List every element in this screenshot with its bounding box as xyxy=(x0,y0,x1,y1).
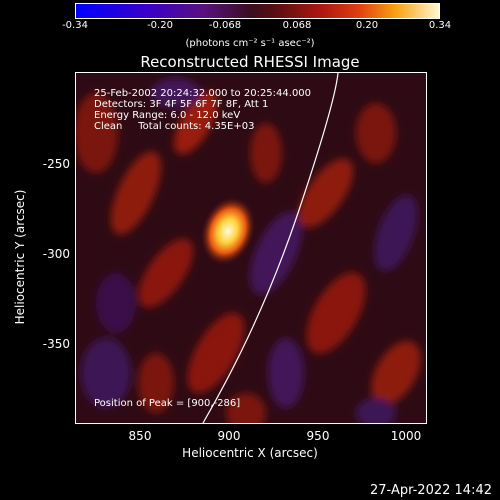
colorbar-tick: -0.068 xyxy=(208,20,242,31)
flare-source xyxy=(200,196,256,266)
colorbar-unit: (photons cm⁻² s⁻¹ asec⁻²) xyxy=(185,38,315,49)
y-axis-label: Heliocentric Y (arcsec) xyxy=(13,189,27,325)
image-plot: 25-Feb-2002 20:24:32.000 to 20:25:44.000… xyxy=(75,72,427,424)
solar-limb-line xyxy=(202,73,339,423)
info-block: 25-Feb-2002 20:24:32.000 to 20:25:44.000… xyxy=(94,88,311,132)
footer-timestamp: 27-Apr-2022 14:42 xyxy=(370,483,492,498)
x-tick: 950 xyxy=(306,429,330,443)
peak-position: Position of Peak = [900,-286] xyxy=(94,398,241,409)
x-axis-label: Heliocentric X (arcsec) xyxy=(182,446,318,460)
colorbar-tick: 0.20 xyxy=(355,20,379,31)
x-tick: 1000 xyxy=(390,429,422,443)
info-counts: Clean Total counts: 4.35E+03 xyxy=(94,121,255,132)
info-energy: Energy Range: 6.0 - 12.0 keV xyxy=(94,110,241,121)
rhessi-image xyxy=(76,73,426,423)
x-tick: 900 xyxy=(217,429,241,443)
noise-background xyxy=(76,78,421,423)
info-time: 25-Feb-2002 20:24:32.000 to 20:25:44.000 xyxy=(94,88,312,99)
y-tick: -250 xyxy=(42,157,70,171)
colorbar-ticks: -0.34 -0.20 -0.068 0.068 0.20 0.34 xyxy=(0,0,500,40)
colorbar xyxy=(75,3,440,19)
colorbar-tick: -0.34 xyxy=(62,20,88,31)
colorbar-tick: 0.068 xyxy=(282,20,312,31)
x-tick: 850 xyxy=(128,429,152,443)
y-tick: -300 xyxy=(42,247,70,261)
plot-title: Reconstructed RHESSI Image xyxy=(140,53,360,71)
y-tick: -350 xyxy=(42,337,70,351)
info-detectors: Detectors: 3F 4F 5F 6F 7F 8F, Att 1 xyxy=(94,99,269,110)
colorbar-tick: -0.20 xyxy=(147,20,173,31)
colorbar-tick: 0.34 xyxy=(428,20,452,31)
